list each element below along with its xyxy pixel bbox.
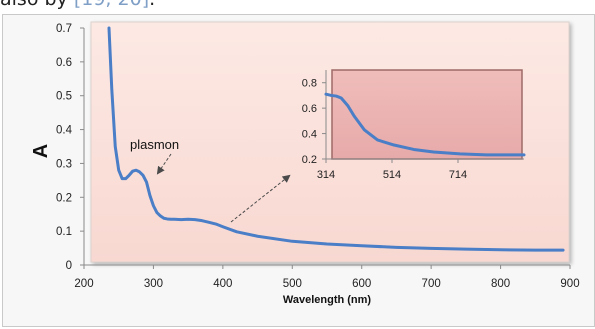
- y-axis-label: A: [30, 144, 52, 158]
- x-tick-label: 200: [74, 278, 93, 290]
- x-tick-label: 500: [283, 278, 302, 290]
- y-tick-label: 0.5: [56, 91, 72, 103]
- inset-y-axis-ticks: 0.2 0.4 0.6 0.8: [302, 78, 326, 166]
- y-tick-label: 0: [66, 260, 72, 272]
- x-axis-ticks: 200 300 400 500 600 700 800 900: [74, 265, 580, 290]
- y-tick-label: 0.1: [56, 226, 72, 238]
- document-text-fragment: also by [19, 20].: [0, 0, 155, 9]
- x-tick-label: 700: [422, 278, 441, 290]
- y-tick-label: 0.6: [56, 57, 72, 69]
- inset-y-tick-label: 0.4: [302, 129, 317, 141]
- inset-chart: 314 514 714 0.2 0.4 0.6 0.8: [302, 69, 526, 181]
- plasmon-arrow: [156, 153, 172, 175]
- x-tick-label: 800: [491, 278, 510, 290]
- inset-x-tick-label: 714: [449, 169, 467, 181]
- inset-y-tick-label: 0.6: [302, 103, 317, 115]
- x-tick-label: 300: [144, 278, 163, 290]
- inset-x-tick-label: 314: [317, 169, 335, 181]
- inset-y-tick-label: 0.2: [302, 154, 317, 166]
- absorbance-series-line: [107, 26, 565, 252]
- y-tick-label: 0.4: [56, 125, 73, 137]
- text-suffix: .: [149, 0, 155, 10]
- text-prefix: also by: [0, 0, 74, 10]
- inset-plot-area: [331, 69, 523, 160]
- inset-pointer-arrow: [230, 174, 291, 223]
- y-axis-ticks: 0 0.1 0.2 0.3 0.4 0.5 0.6 0.7: [56, 23, 84, 272]
- y-tick-label: 0.3: [56, 158, 72, 170]
- plasmon-annotation: plasmon: [130, 137, 179, 152]
- inset-x-tick-label: 514: [383, 169, 401, 181]
- y-tick-label: 0.2: [56, 192, 72, 204]
- x-tick-label: 600: [352, 278, 371, 290]
- x-tick-label: 400: [213, 278, 232, 290]
- x-axis-label: Wavelength (nm): [283, 294, 372, 306]
- y-tick-label: 0.7: [56, 23, 72, 35]
- inset-series-line: [324, 92, 526, 157]
- inset-y-tick-label: 0.8: [302, 78, 317, 90]
- citation-link[interactable]: [19, 20]: [74, 0, 149, 10]
- x-tick-label: 900: [560, 278, 579, 290]
- inset-x-axis-ticks: 314 514 714: [317, 159, 467, 181]
